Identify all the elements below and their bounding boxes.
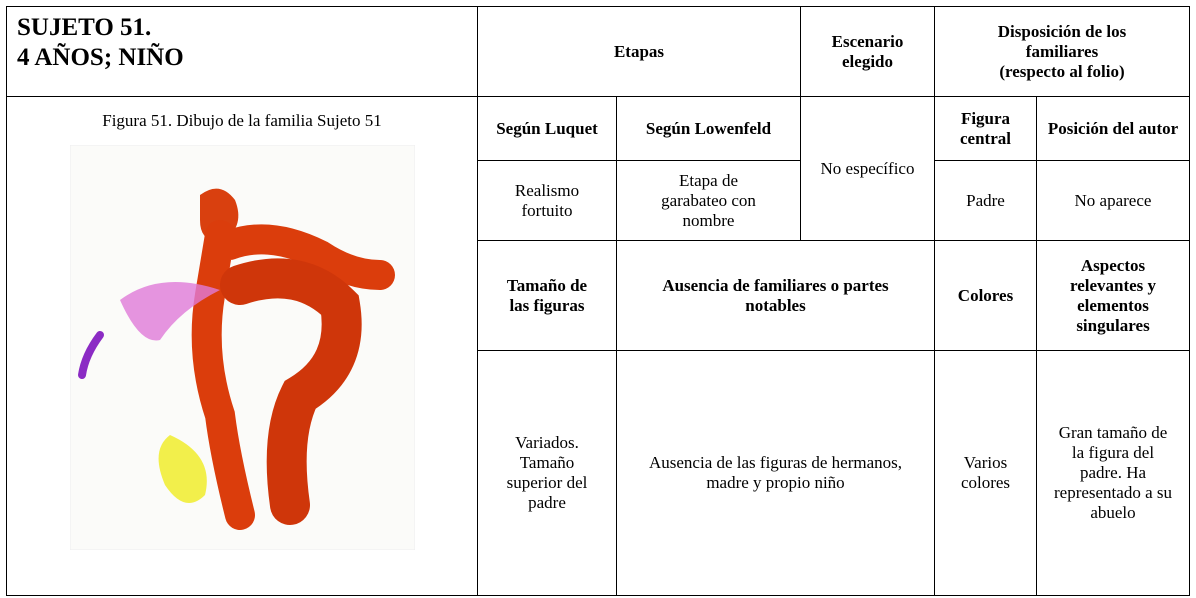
subheader-cell: Según Lowenfeld <box>616 96 801 161</box>
cell-text: Variados. Tamaño superior del padre <box>506 433 588 512</box>
cell-text: Gran tamaño de la figura del padre. Ha r… <box>1053 423 1172 522</box>
cell: Ausencia de las figuras de hermanos, mad… <box>616 350 935 596</box>
header: Ausencia de familiares o partes notables <box>662 275 889 315</box>
cell-text: No específico <box>820 158 915 178</box>
header-cell: Colores <box>934 240 1037 351</box>
cell: Etapa de garabateo con nombre <box>616 160 801 241</box>
subheader: Figura central <box>960 108 1011 148</box>
subheader-cell: Según Luquet <box>477 96 617 161</box>
cell: No aparece <box>1036 160 1190 241</box>
header: Disposición de los <box>997 21 1127 41</box>
figure-caption: Figura 51. Dibujo de la familia Sujeto 5… <box>102 111 382 130</box>
subheader: Según Lowenfeld <box>645 118 772 138</box>
cell: Padre <box>934 160 1037 241</box>
subheader: Según Luquet <box>496 118 598 138</box>
figure-cell: Figura 51. Dibujo de la familia Sujeto 5… <box>6 96 478 596</box>
cell-text: No aparece <box>1074 190 1152 210</box>
header-cell: Tamaño de las figuras <box>477 240 617 351</box>
header: Escenario elegido <box>831 31 904 71</box>
header-cell: Aspectos relevantes y elementos singular… <box>1036 240 1190 351</box>
cell-text: Ausencia de las figuras de hermanos, mad… <box>648 453 903 492</box>
title: 4 AÑOS; NIÑO <box>17 44 184 71</box>
header: Aspectos relevantes y elementos singular… <box>1069 255 1157 335</box>
cell-text: Varios colores <box>960 453 1011 492</box>
title: SUJETO 51. <box>17 14 152 41</box>
header: Tamaño de las figuras <box>506 275 588 315</box>
cell: Varios colores <box>934 350 1037 596</box>
header-cell: Etapas <box>477 6 801 97</box>
cell: No específico <box>800 96 935 241</box>
drawing <box>69 145 415 550</box>
cell-text: Padre <box>966 190 1005 210</box>
header-cell: Disposición de los familiares (respecto … <box>934 6 1190 97</box>
header: Etapas <box>613 41 665 61</box>
cell: Realismo fortuito <box>477 160 617 241</box>
cell: Gran tamaño de la figura del padre. Ha r… <box>1036 350 1190 596</box>
header: Colores <box>957 285 1014 305</box>
cell-text: Realismo fortuito <box>514 180 580 220</box>
header-cell: Ausencia de familiares o partes notables <box>616 240 935 351</box>
header-cell: Escenario elegido <box>800 6 935 97</box>
subheader-cell: Posición del autor <box>1036 96 1190 161</box>
header: familiares <box>1025 41 1099 61</box>
cell-text: Etapa de garabateo con nombre <box>661 170 756 230</box>
cell: Variados. Tamaño superior del padre <box>477 350 617 596</box>
header: (respecto al folio) <box>999 61 1125 81</box>
subheader-cell: Figura central <box>934 96 1037 161</box>
title-cell: SUJETO 51. 4 AÑOS; NIÑO <box>6 6 478 97</box>
subheader: Posición del autor <box>1047 118 1179 138</box>
